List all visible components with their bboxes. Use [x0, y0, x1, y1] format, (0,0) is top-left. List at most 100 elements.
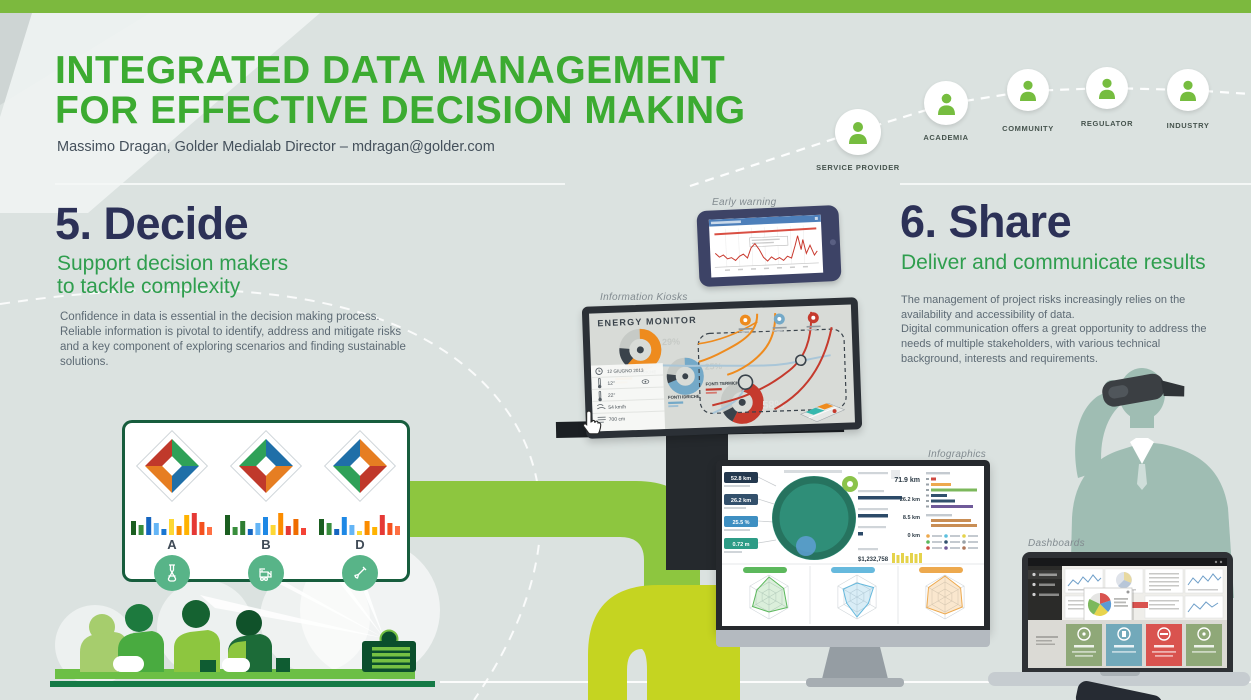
- decision-options-card: A: [122, 420, 410, 591]
- stakeholder-connector: [689, 86, 1251, 188]
- divider-right: [900, 183, 1251, 185]
- top-bar: [0, 0, 1251, 13]
- cost-bars: [892, 553, 922, 563]
- audience-person: [222, 610, 290, 672]
- svg-text:0.72 m: 0.72 m: [732, 542, 749, 548]
- poster-title-line2: FOR EFFECTIVE DECISION MAKING: [55, 89, 746, 132]
- early-warning-caption: Early warning: [712, 197, 777, 208]
- status-value: 700 cm: [609, 416, 626, 423]
- decide-body: Confidence in data is essential in the d…: [60, 311, 406, 368]
- svg-text:26.2 km: 26.2 km: [731, 498, 751, 504]
- vr-headset-icon: [1102, 373, 1185, 407]
- infographics-monitor: 52.8 km 26.2 km 25.5 % 0.72 m: [716, 460, 990, 632]
- threshold-line: [714, 227, 817, 236]
- share-body-2: Digital communication offers a great opp…: [901, 323, 1207, 365]
- option-bar-chart: [319, 515, 400, 535]
- poster-byline: Massimo Dragan, Golder Medialab Director…: [57, 139, 495, 155]
- donut-value: 58%: [762, 399, 785, 412]
- svg-text:71.9 km: 71.9 km: [894, 477, 920, 484]
- stakeholder-industry: [1167, 69, 1209, 111]
- category-bars: [926, 472, 977, 527]
- decide-subtitle-2: to tackle complexity: [57, 275, 241, 298]
- energy-network-map: [648, 311, 847, 415]
- projector-icon: [362, 629, 416, 672]
- stakeholder-label: ACADEMIA: [923, 133, 969, 142]
- share-subtitle: Deliver and communicate results: [901, 251, 1206, 274]
- shovel-icon: [342, 555, 378, 591]
- stakeholder-label: SERVICE PROVIDER: [816, 163, 900, 172]
- bench-bar: [55, 669, 415, 679]
- kiosk-screen-title: ENERGY MONITOR: [597, 315, 697, 328]
- poster-title-line1: INTEGRATED DATA MANAGEMENT: [55, 49, 726, 92]
- eye-icon: [641, 379, 650, 385]
- decide-subtitle-1: Support decision makers: [57, 252, 289, 275]
- svg-text:26.2 km: 26.2 km: [900, 497, 920, 503]
- donut-label: FONTI IDRICHE: [668, 394, 700, 400]
- stakeholder-service-provider: [835, 109, 881, 155]
- stakeholder-label: INDUSTRY: [1166, 121, 1210, 130]
- information-kiosk-screen: ENERGY MONITOR 29% FONTI ELETTRICHE 25% …: [581, 297, 863, 439]
- legend: [926, 534, 978, 550]
- scenario-diamond: [323, 429, 397, 503]
- audience-person: [113, 604, 164, 672]
- audience-person: [174, 600, 220, 672]
- radar-panel-green: [743, 567, 789, 620]
- person-icon: [1180, 80, 1196, 101]
- flask-icon: [154, 555, 190, 591]
- scenario-diamond: [229, 429, 303, 503]
- coverage-circle: [772, 476, 858, 560]
- dashboards-caption: Dashboards: [1028, 538, 1085, 549]
- svg-text:0 km: 0 km: [907, 533, 920, 539]
- dashboard-tiles: [1066, 624, 1222, 666]
- thermometer-icon: [598, 390, 602, 402]
- donut-value: 29%: [662, 336, 680, 347]
- donut-fonti-termiche: [720, 380, 764, 424]
- kiosk-status-panel: 12 GIUGNO 2013 12° 22° 54 km/h 700 cm: [590, 363, 666, 432]
- option-letter: B: [261, 537, 271, 552]
- stat-icon-thermal: [806, 312, 821, 331]
- person-icon: [1099, 78, 1115, 99]
- share-body-1: The management of project risks increasi…: [901, 294, 1186, 321]
- green-pipe: [402, 481, 700, 640]
- stakeholder-community: [1007, 69, 1049, 111]
- option-letter: D: [355, 537, 365, 552]
- stakeholder-regulator: [1086, 67, 1128, 109]
- bench-base-line: [50, 681, 435, 687]
- monitor-base: [806, 678, 904, 687]
- person-icon: [849, 122, 867, 144]
- cost-value: $1,232,758: [858, 557, 889, 563]
- cursor-hand-icon[interactable]: [579, 410, 603, 436]
- radar-panel-blue: [831, 567, 877, 620]
- monitor-chin: [716, 630, 990, 647]
- thermometer-icon: [597, 377, 602, 389]
- infographics-caption: Infographics: [928, 449, 987, 460]
- kiosk-caption: Information Kiosks: [600, 292, 688, 303]
- donut-fonti-idriche: [666, 357, 704, 395]
- svg-text:25.5 %: 25.5 %: [732, 520, 749, 526]
- laptop-base: [988, 672, 1250, 686]
- metric-rows: 71.9 km 26.2 km 8.5 km 0 km $1,232,758: [858, 470, 922, 563]
- divider-left: [55, 183, 565, 185]
- monitor-stand: [822, 647, 888, 679]
- option-column-b: B: [220, 429, 312, 591]
- stakeholder-label: REGULATOR: [1080, 119, 1134, 128]
- person-icon: [1020, 80, 1036, 101]
- bulldozer-icon: [248, 555, 284, 591]
- mini-map: [800, 403, 846, 422]
- option-letter: A: [167, 537, 177, 552]
- person-icon: [937, 93, 955, 115]
- status-value: 12 GIUGNO 2013: [607, 368, 644, 374]
- status-value: 22°: [608, 393, 616, 399]
- option-column-d: D: [314, 429, 406, 591]
- status-value: 54 km/h: [608, 404, 626, 411]
- option-bar-chart: [225, 513, 306, 535]
- tablet-screen: [708, 214, 824, 278]
- chartreuse-pipe: [588, 585, 740, 700]
- stakeholder-label: COMMUNITY: [1002, 124, 1054, 133]
- early-warning-tablet: [696, 204, 842, 288]
- dashboards-laptop: [1022, 552, 1233, 674]
- donut-label: FONTI TERMICHE: [705, 380, 742, 386]
- option-bar-chart: [131, 513, 212, 535]
- camera-icon: [829, 239, 837, 246]
